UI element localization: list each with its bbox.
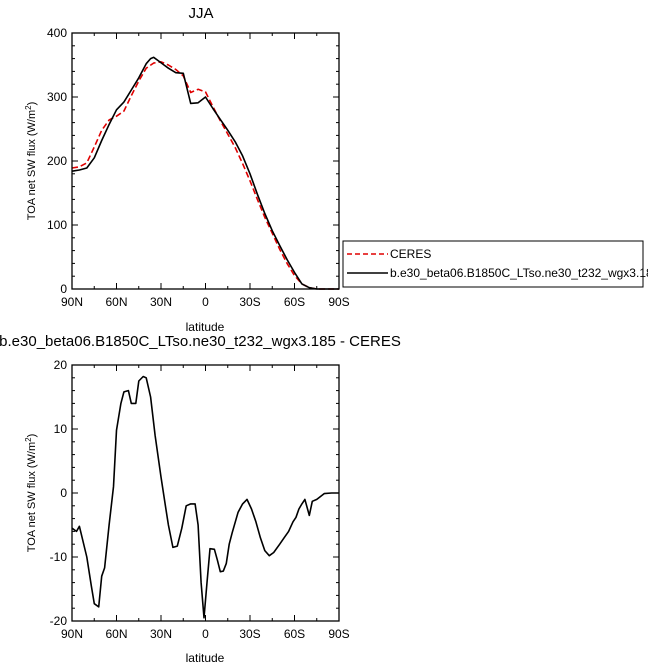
bottom-xtick-label: 60N xyxy=(105,627,127,641)
bottom-ytick-label: 0 xyxy=(60,486,67,500)
bottom-chart-title: b.e30_beta06.B1850C_LTso.ne30_t232_wgx3.… xyxy=(0,333,401,350)
bottom-series-line-difference xyxy=(71,375,339,619)
top-ytick-label: 300 xyxy=(47,90,67,104)
top-xtick-label: 60N xyxy=(105,295,127,309)
top-plot-area xyxy=(71,56,339,290)
top-axis-ticks: 90N 60N 30N 0 30S 60S 90S 0 100 200 300 400 xyxy=(47,26,350,309)
top-chart-title: JJA xyxy=(188,5,213,22)
top-xtick-label: 30N xyxy=(150,295,172,309)
bottom-xtick-label: 0 xyxy=(202,627,209,641)
top-xtick-label: 0 xyxy=(202,295,209,309)
bottom-xtick-label: 60S xyxy=(284,627,305,641)
bottom-ytick-label: 10 xyxy=(54,422,68,436)
bottom-y-axis-label-end: ) xyxy=(26,434,38,438)
top-y-axis-label-sup: 2 xyxy=(24,105,33,110)
top-y-axis-label-main: TOA net SW flux (W/m xyxy=(26,110,38,220)
top-ytick-label: 400 xyxy=(47,26,67,40)
bottom-xtick-label: 30S xyxy=(239,627,260,641)
top-xtick-label: 90S xyxy=(328,295,349,309)
top-y-axis-label-end: ) xyxy=(26,102,38,106)
top-panel: JJA 90N 60N 30N 0 30S 60S 90S 0 100 200 300 400 lat… xyxy=(24,5,350,334)
bottom-y-axis-label-main: TOA net SW flux (W/m xyxy=(26,442,38,552)
bottom-xtick-label: 90S xyxy=(328,627,349,641)
top-ytick-label: 0 xyxy=(60,282,67,296)
top-xtick-label: 60S xyxy=(284,295,305,309)
top-xtick-label: 90N xyxy=(61,295,83,309)
bottom-ytick-label: -10 xyxy=(50,550,68,564)
top-xtick-label: 30S xyxy=(239,295,260,309)
legend-box xyxy=(342,240,644,288)
legend-label-ceres: CERES xyxy=(390,247,431,261)
bottom-ytick-label: -20 xyxy=(50,614,68,628)
top-y-axis-label: TOA net SW flux (W/m2) xyxy=(24,102,39,221)
bottom-y-axis-label: TOA net SW flux (W/m2) xyxy=(24,434,39,553)
top-series-line-ceres xyxy=(71,60,339,290)
bottom-xtick-label: 30N xyxy=(150,627,172,641)
bottom-ytick-label: 20 xyxy=(54,358,68,372)
top-ytick-label: 200 xyxy=(47,154,67,168)
bottom-y-axis-label-sup: 2 xyxy=(24,437,33,442)
bottom-panel: b.e30_beta06.B1850C_LTso.ne30_t232_wgx3.… xyxy=(0,333,401,665)
top-plot-frame xyxy=(71,32,340,290)
top-x-axis-label: latitude xyxy=(186,320,225,334)
top-ytick-label: 100 xyxy=(47,218,67,232)
bottom-axis-ticks: 90N 60N 30N 0 30S 60S 90S -20 -10 0 10 20 xyxy=(50,358,350,641)
bottom-x-axis-label: latitude xyxy=(186,651,225,665)
legend: CERES b.e30_beta06.B1850C_LTso.ne30_t232… xyxy=(342,240,648,288)
legend-label-model: b.e30_beta06.B1850C_LTso.ne30_t232_wgx3.… xyxy=(390,266,648,280)
bottom-plot-area xyxy=(71,375,339,619)
bottom-xtick-label: 90N xyxy=(61,627,83,641)
top-series-line-b-e30-beta06-b1850c-ltso-ne30-t232-wgx3-185 xyxy=(71,56,339,290)
